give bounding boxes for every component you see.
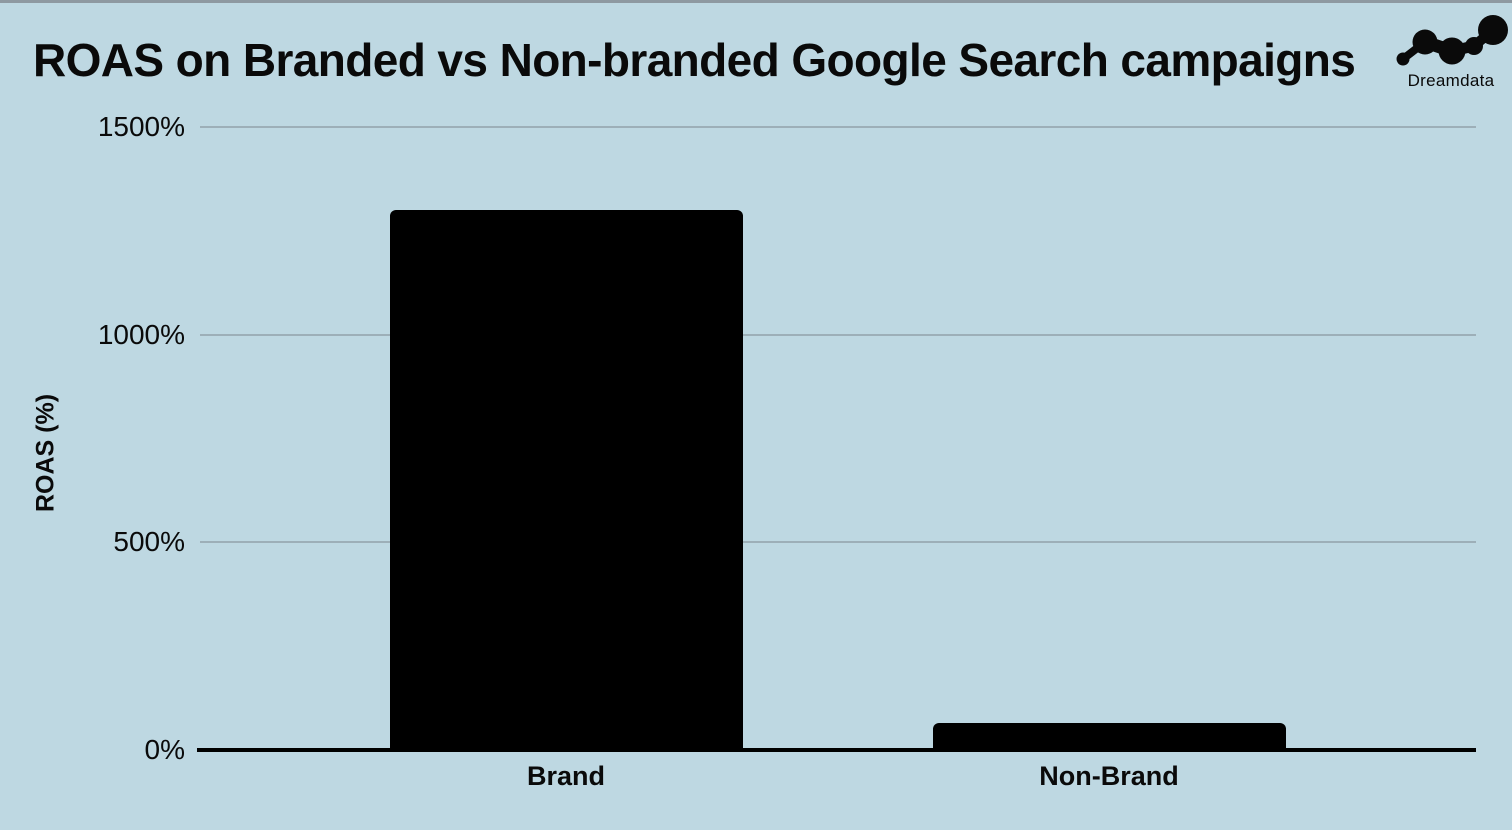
dreamdata-logo-text: Dreamdata: [1407, 71, 1495, 90]
window-top-strip: [0, 0, 1512, 3]
y-tick-label-0: 0%: [144, 734, 185, 765]
plot-area: [197, 126, 1476, 752]
y-tick-label-500: 500%: [113, 526, 185, 558]
dreamdata-logo-icon: [1396, 15, 1508, 66]
x-axis-category-labels: Brand Non-Brand: [200, 761, 1476, 797]
bar-non-brand: [932, 723, 1286, 750]
dreamdata-logo: Dreamdata: [1392, 12, 1510, 91]
y-axis-tick-labels: 0% 500% 1000% 1500%: [0, 111, 185, 765]
gridline-1500: [200, 126, 1476, 128]
chart-title: ROAS on Branded vs Non-branded Google Se…: [33, 34, 1356, 86]
x-category-label-non-brand: Non-Brand: [1039, 761, 1179, 791]
x-category-label-brand: Brand: [526, 761, 606, 791]
x-axis-line: [197, 748, 1476, 752]
y-tick-label-1000: 1000%: [97, 318, 185, 350]
gridline-500: [200, 541, 1476, 544]
bar-brand: [389, 210, 743, 750]
y-tick-label-1500: 1500%: [97, 111, 185, 142]
gridline-1000: [200, 333, 1476, 336]
